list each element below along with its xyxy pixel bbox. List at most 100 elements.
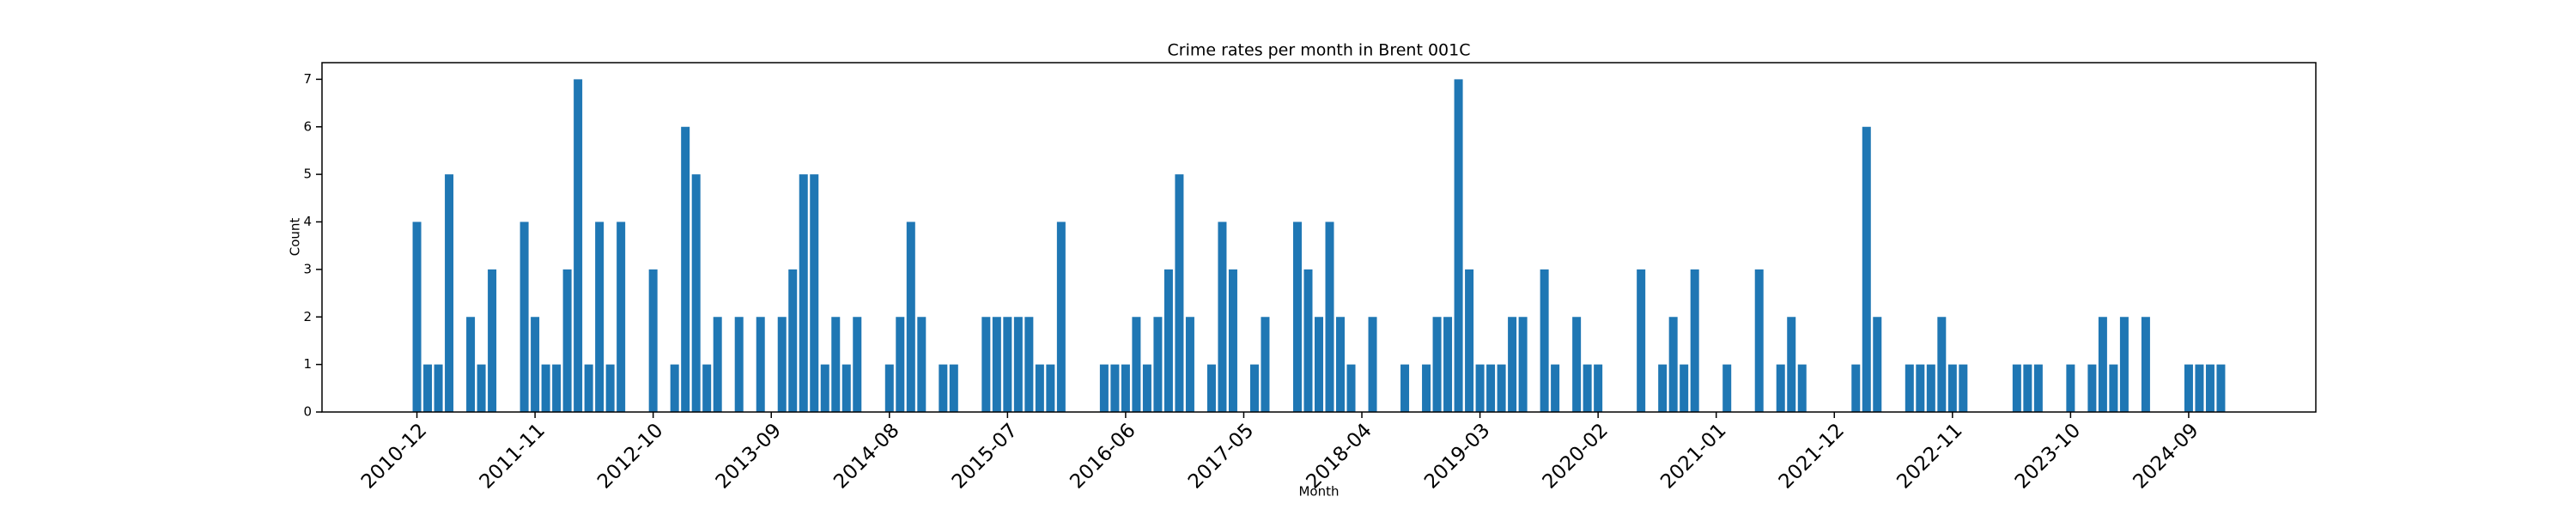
- bar: [713, 317, 722, 412]
- bar: [1218, 221, 1227, 412]
- x-tick-label: 2012-10: [593, 419, 667, 493]
- bar: [1292, 221, 1302, 412]
- bar: [445, 174, 454, 412]
- bar: [2205, 364, 2215, 412]
- bar: [756, 317, 765, 412]
- x-tick-label: 2014-08: [829, 419, 903, 493]
- x-tick-label: 2022-11: [1893, 419, 1966, 493]
- bar: [1947, 364, 1957, 412]
- bar: [1325, 221, 1334, 412]
- y-axis-label: Count: [288, 218, 303, 257]
- bar: [1959, 364, 1968, 412]
- bar: [853, 317, 862, 412]
- bar: [917, 317, 927, 412]
- bar: [1400, 364, 1410, 412]
- bar: [1346, 364, 1356, 412]
- bar: [981, 317, 991, 412]
- bar: [1594, 364, 1603, 412]
- bar: [884, 364, 894, 412]
- x-axis-label: Month: [1298, 484, 1339, 500]
- bar: [1873, 317, 1882, 412]
- bar: [831, 317, 841, 412]
- bar: [810, 174, 819, 412]
- bar: [702, 364, 712, 412]
- bar: [541, 364, 550, 412]
- x-tick-label: 2013-09: [712, 419, 786, 493]
- bar: [1035, 364, 1044, 412]
- bar: [1121, 364, 1130, 412]
- bar: [1658, 364, 1668, 412]
- bar: [1422, 364, 1431, 412]
- bar: [562, 269, 572, 412]
- bar: [574, 79, 583, 412]
- plot-frame: [321, 62, 2317, 413]
- x-tick-label: 2010-12: [357, 419, 431, 493]
- x-tick-label: 2021-12: [1775, 419, 1849, 493]
- bar: [1926, 364, 1935, 412]
- bar: [788, 269, 798, 412]
- bar: [531, 317, 540, 412]
- y-tick-label: 4: [303, 214, 312, 229]
- bar: [2012, 364, 2021, 412]
- bar: [2066, 364, 2075, 412]
- y-tick-label: 7: [303, 71, 312, 87]
- bar: [1132, 317, 1141, 412]
- bar: [2216, 364, 2226, 412]
- bar: [1056, 221, 1066, 412]
- bar: [691, 174, 701, 412]
- bar: [841, 364, 851, 412]
- x-tick-label: 2016-06: [1066, 419, 1139, 493]
- bar: [1508, 317, 1517, 412]
- y-tick-label: 3: [303, 261, 312, 276]
- bar: [2023, 364, 2032, 412]
- bar: [949, 364, 958, 412]
- bar: [1787, 317, 1796, 412]
- bar: [1583, 364, 1592, 412]
- bar: [1046, 364, 1055, 412]
- bar: [1261, 317, 1270, 412]
- bar: [434, 364, 443, 412]
- bar: [1486, 364, 1496, 412]
- bar: [1497, 364, 1506, 412]
- bar: [799, 174, 808, 412]
- bar: [2195, 364, 2204, 412]
- bar: [681, 126, 690, 412]
- y-tick-label: 0: [303, 404, 312, 420]
- bar: [1443, 317, 1453, 412]
- bar: [1465, 269, 1474, 412]
- bar: [734, 317, 744, 412]
- bar: [820, 364, 829, 412]
- bar: [1540, 269, 1549, 412]
- x-tick-label: 2015-07: [948, 419, 1022, 493]
- x-tick-label: 2018-04: [1303, 419, 1376, 493]
- bar: [1776, 364, 1785, 412]
- bar: [423, 364, 433, 412]
- bar: [1336, 317, 1346, 412]
- bar: [2184, 364, 2193, 412]
- y-tick-label: 5: [303, 167, 312, 182]
- bar: [1905, 364, 1914, 412]
- bar: [1432, 317, 1442, 412]
- bar: [2087, 364, 2097, 412]
- bar: [906, 221, 915, 412]
- bar: [1013, 317, 1023, 412]
- bar: [1228, 269, 1237, 412]
- bar: [1163, 269, 1173, 412]
- bar: [896, 317, 905, 412]
- bar: [1110, 364, 1120, 412]
- bar: [670, 364, 679, 412]
- bar: [992, 317, 1001, 412]
- bar: [939, 364, 948, 412]
- bar: [1722, 364, 1732, 412]
- x-tick-label: 2021-01: [1656, 419, 1730, 493]
- bar: [1862, 126, 1871, 412]
- bar: [617, 221, 626, 412]
- bar: [519, 221, 529, 412]
- bar: [2119, 317, 2129, 412]
- y-tick-label: 1: [303, 356, 312, 372]
- bar: [1680, 364, 1689, 412]
- bar: [2098, 317, 2107, 412]
- bar: [2141, 317, 2150, 412]
- bar: [1475, 364, 1485, 412]
- bar: [2109, 364, 2118, 412]
